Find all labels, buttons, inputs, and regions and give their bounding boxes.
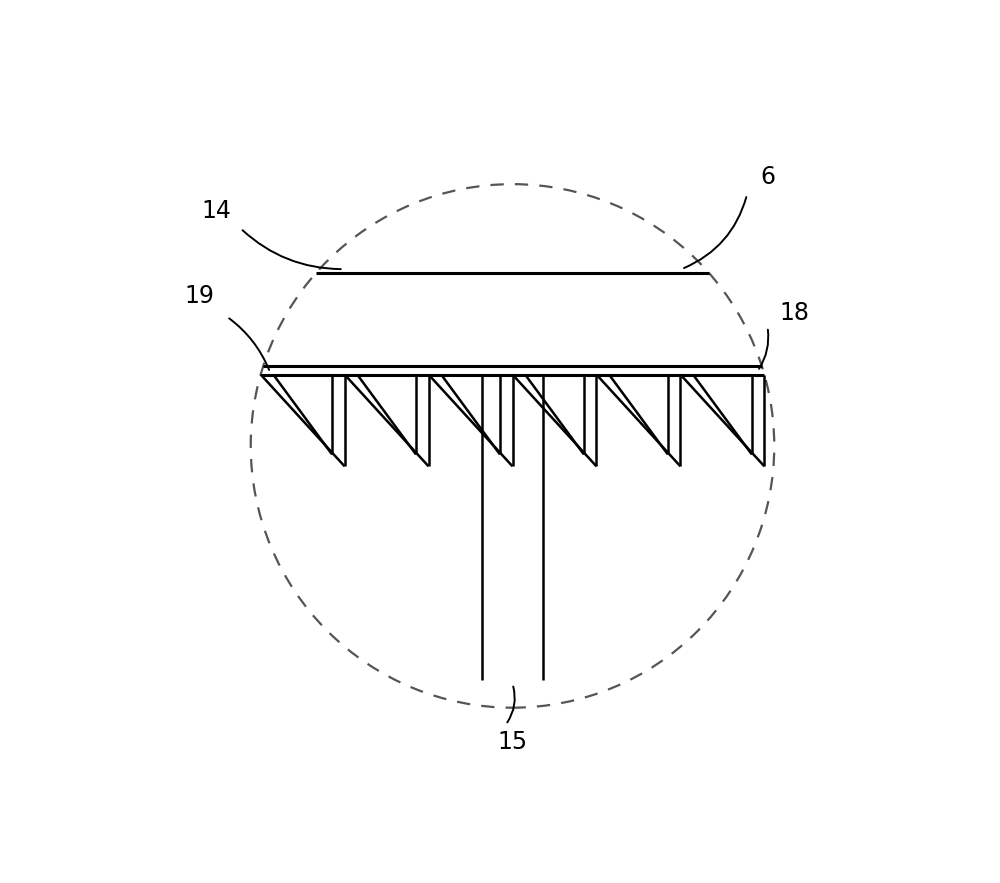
- FancyArrowPatch shape: [243, 230, 341, 269]
- FancyArrowPatch shape: [507, 687, 515, 722]
- Text: 18: 18: [780, 301, 810, 325]
- Text: 15: 15: [497, 729, 528, 754]
- Text: 19: 19: [185, 284, 215, 308]
- Text: 6: 6: [760, 165, 775, 189]
- Text: 14: 14: [202, 200, 232, 223]
- FancyArrowPatch shape: [684, 197, 746, 268]
- FancyArrowPatch shape: [759, 329, 768, 369]
- FancyArrowPatch shape: [229, 319, 269, 370]
